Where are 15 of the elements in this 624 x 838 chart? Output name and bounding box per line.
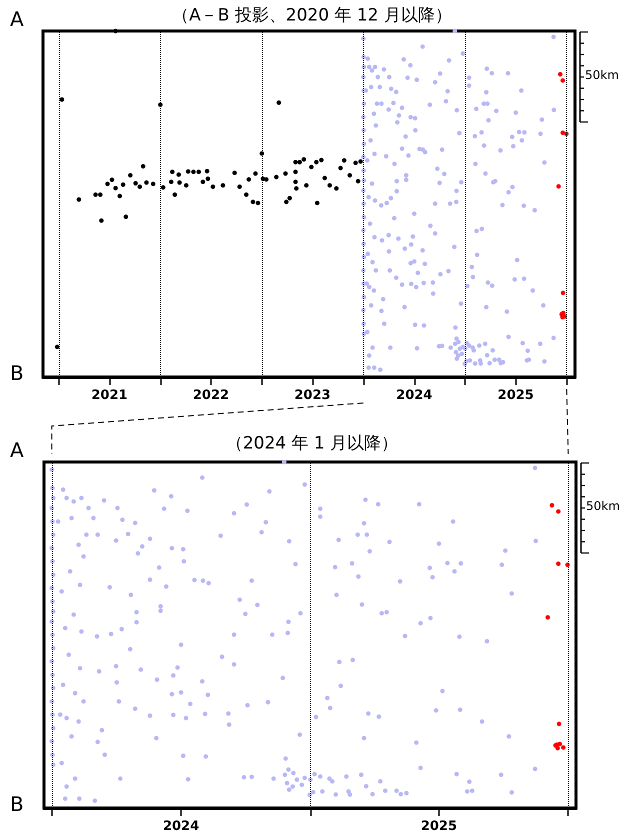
x-tick-label: 2021	[91, 388, 128, 403]
text: B	[10, 361, 24, 385]
text: 50km	[585, 68, 619, 82]
chart-title: （2024 年 1 月以降）	[226, 434, 398, 454]
text: A	[10, 438, 24, 462]
x-tick-label: 2025	[420, 819, 458, 834]
x-tick-label: 2024	[396, 388, 432, 403]
x-tick-label: 2025	[498, 388, 534, 403]
text: A	[10, 7, 24, 31]
text: 50km	[586, 499, 620, 513]
x-tick-label: 2023	[294, 388, 331, 403]
x-tick-label: 2024	[162, 819, 200, 834]
x-tick-label: 2022	[192, 388, 230, 403]
chart-title: （A－B 投影、2020 年 12 月以降）	[172, 6, 452, 26]
text: B	[10, 792, 24, 816]
